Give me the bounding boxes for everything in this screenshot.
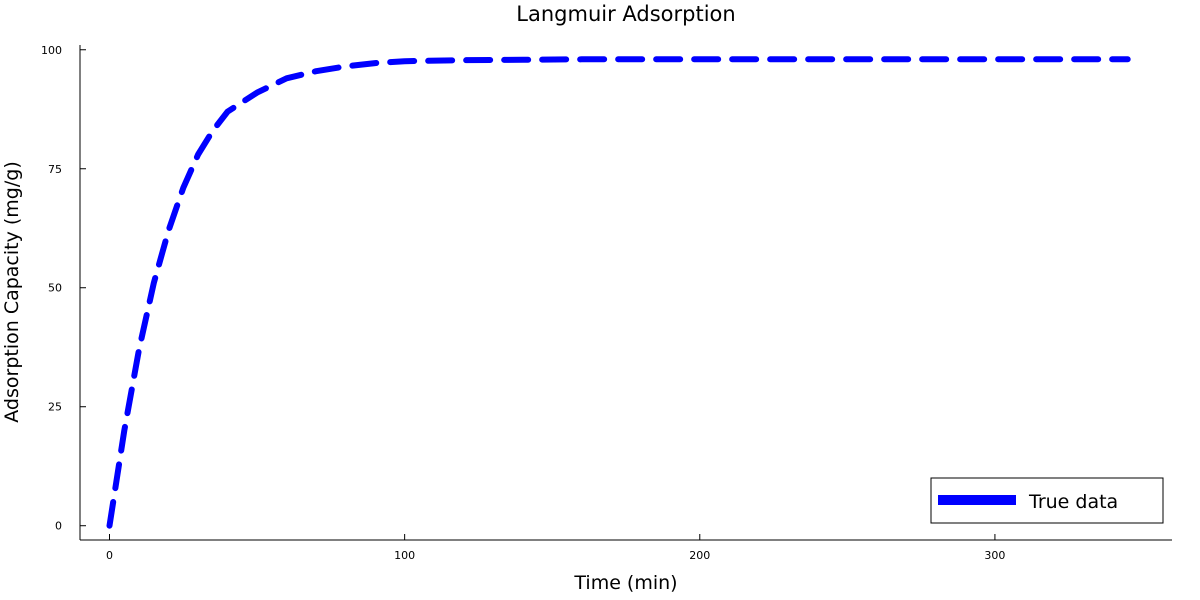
y-tick-label: 0: [55, 520, 62, 533]
x-tick-label: 100: [394, 549, 415, 562]
x-tick-label: 0: [106, 549, 113, 562]
x-tick-label: 200: [689, 549, 710, 562]
chart-title: Langmuir Adsorption: [516, 2, 735, 26]
x-axis-label: Time (min): [573, 572, 677, 594]
y-tick-label: 50: [48, 282, 62, 295]
series-line: [106, 56, 1131, 529]
series-layer: [106, 56, 1131, 529]
x-tick-label: 300: [984, 549, 1005, 562]
ticks: 0 100 200 300 0 25 50 75 100: [41, 44, 1005, 562]
legend: True data: [930, 477, 1164, 524]
y-axis-label: Adsorption Capacity (mg/g): [1, 161, 23, 422]
y-tick-label: 75: [48, 163, 62, 176]
y-tick-label: 25: [48, 401, 62, 414]
axes: [79, 45, 1172, 541]
y-tick-label: 100: [41, 44, 62, 57]
legend-label: True data: [1028, 491, 1118, 513]
